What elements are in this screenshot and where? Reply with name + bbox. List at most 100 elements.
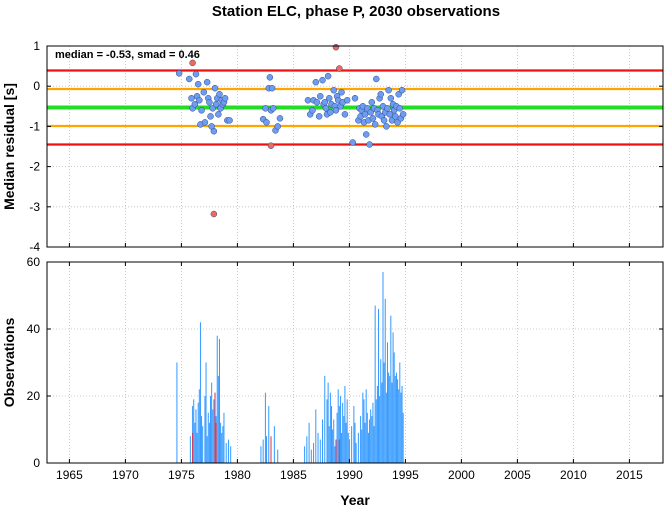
reference-lines [47,69,663,146]
residual-point [349,139,357,146]
residual-point [312,78,320,86]
y-tick-label: -4 [29,240,40,254]
residual-point [369,115,377,122]
residual-point [211,84,219,92]
observations-plot-frame [46,261,664,464]
residual-point [309,107,316,114]
x-tick-label: 1965 [56,468,83,482]
residual-point [343,97,351,104]
observations-y-ticks: 0 20 40 60 [27,255,663,470]
x-tick-label: 1980 [224,468,251,482]
y-tick-label: -2 [29,160,40,174]
residual-point [385,86,392,94]
residual-point [398,86,406,94]
residual-point [330,86,337,94]
residual-panel: 1 0 -1 -2 -3 -4 median = -0.53, smad = 0.46 M… [1,39,664,254]
y-tick-label: 20 [27,389,41,403]
observations-y-axis-label: Observations [1,318,17,408]
residual-point [194,80,202,88]
residual-point [351,95,359,102]
y-tick-label: -3 [29,200,40,214]
residual-point [332,107,340,114]
residual-point [387,95,395,102]
x-tick-label: 1985 [280,468,307,482]
residual-point [206,99,213,106]
residual-point [325,95,333,102]
residual-point [373,75,380,83]
residual-point [386,111,393,118]
residual-point [392,113,399,120]
residual-point [383,123,390,130]
residual-point [263,119,270,126]
y-tick-label: 0 [33,456,40,470]
y-tick-label: 40 [27,322,41,336]
x-tick-label: 1995 [392,468,419,482]
y-tick-label: 0 [33,79,40,93]
y-tick-label: 60 [27,255,41,269]
residual-point [317,93,324,100]
residual-point [262,105,269,112]
x-tick-label: 1990 [336,468,363,482]
outlier-point [210,210,218,218]
x-tick-label: 2005 [504,468,531,482]
residual-point [196,97,203,104]
x-tick-label: 2010 [560,468,587,482]
outlier-point [332,43,340,51]
residual-point [175,70,183,77]
x-tick-label: 2015 [616,468,643,482]
residual-y-axis-label: Median residual [s] [1,83,17,210]
residual-point [368,99,376,106]
x-tick-label: 1975 [168,468,195,482]
residual-point [269,105,277,112]
residual-point [198,107,205,114]
residual-point [377,90,385,98]
residual-point [266,74,274,81]
residual-point [366,141,373,148]
outlier-point [267,142,275,149]
y-tick-label: 1 [33,39,40,53]
residual-point [327,109,334,116]
residual-point [188,95,195,102]
residual-points [175,43,407,218]
residual-point [200,88,208,96]
residual-point [324,72,332,80]
residual-point [361,111,369,118]
residual-point [304,97,312,104]
residual-point [313,99,321,106]
residual-point [191,101,199,108]
residual-point [276,115,284,122]
residual-point [268,84,276,92]
residual-point [207,113,214,120]
residual-plot-frame [46,45,664,248]
outlier-point [336,65,343,72]
residual-point [221,95,229,102]
x-tick-label: 2000 [448,468,475,482]
residual-point [216,90,223,98]
residual-point [185,75,193,83]
residual-point [274,123,281,130]
year-x-ticks: 1965 1970 1975 1980 1985 1990 1995 2000 2005 2010… [56,262,643,482]
residual-point [362,131,370,138]
x-tick-label: 1970 [112,468,139,482]
outlier-point [189,59,196,67]
residual-point [338,88,345,96]
residual-point [210,127,218,135]
residual-grid [47,45,663,248]
residual-point [192,70,200,78]
residual-point [341,111,349,118]
y-tick-label: -1 [29,119,40,133]
residual-point [315,113,323,120]
year-x-axis-label: Year [340,492,370,508]
chart-title: Station ELC, phase P, 2030 observations [212,3,500,20]
residual-point [319,76,326,84]
residual-point [203,78,211,86]
residual-point [371,121,379,128]
median-annotation: median = -0.53, smad = 0.46 [55,49,200,61]
residual-point [396,105,404,112]
observations-panel: 0 20 40 60 1965 1970 1975 1980 1985 1990 1995 2000… [1,255,664,508]
residual-point [384,105,391,112]
residual-y-ticks: 1 0 -1 -2 -3 -4 [29,39,663,254]
observations-grid [47,261,663,464]
residual-point [215,111,222,118]
